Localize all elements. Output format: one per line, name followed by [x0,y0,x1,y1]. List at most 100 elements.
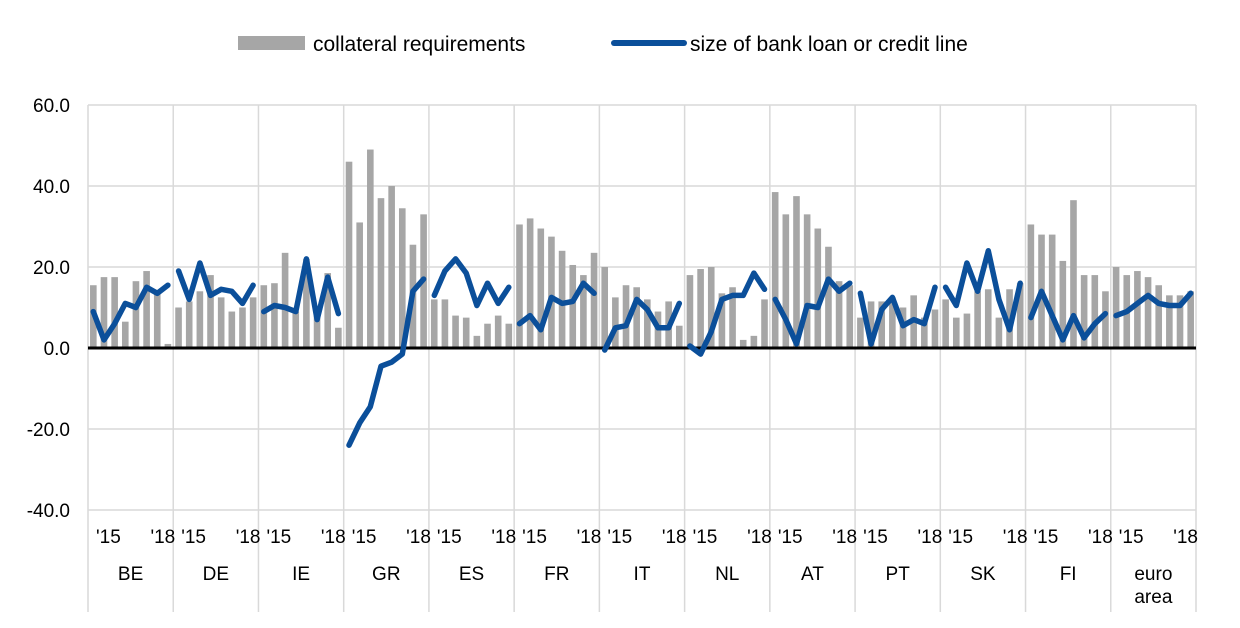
bar [580,275,587,348]
bar [697,269,704,348]
x-tick-label-end: '18 [662,527,687,548]
bar [1166,295,1173,348]
country-label: area [1134,587,1172,608]
x-tick-label-end: '18 [577,527,602,548]
x-tick-label-end: '18 [321,527,346,548]
bar [1176,295,1184,348]
bar [633,287,640,348]
bar [271,283,278,348]
country-label: NL [715,564,739,585]
bar [558,250,566,348]
bar [313,315,321,348]
country-label: BE [118,564,143,585]
line-segment [857,284,938,347]
bar [1112,267,1120,348]
y-tick-label: -20.0 [27,420,70,441]
bar [196,291,204,348]
x-tick-label-start: '15 [948,527,973,548]
bar [335,327,342,348]
line-segment [942,248,1023,333]
bar [505,323,513,348]
bar [377,198,385,348]
bar [153,293,161,348]
country-label: euro [1134,564,1172,585]
bar [889,297,896,348]
legend-label-bars: collateral requirements [313,33,525,56]
x-tick-label-end: '18 [1173,527,1198,548]
x-tick-label-end: '18 [406,527,431,548]
country-label: GR [372,564,401,585]
bar [942,299,949,348]
y-tick-label: 0.0 [44,339,70,360]
line-segment [1028,288,1109,343]
bar [739,339,747,348]
bar [249,297,257,348]
bar [494,315,502,348]
legend-label-line: size of bank loan or credit line [690,33,968,56]
bar [814,228,822,348]
bar [1048,234,1056,348]
x-tick-label-end: '18 [747,527,772,548]
line-segment [175,260,256,307]
bar [718,293,726,348]
line-segment [261,256,342,323]
line-segment [601,296,683,353]
bar [803,214,811,348]
bar [228,311,236,348]
bar [175,307,182,348]
line-segment [90,282,171,343]
line-segment [1113,290,1194,319]
bar [1070,200,1077,348]
x-tick-label-start: '15 [607,527,632,548]
bar [281,252,289,348]
bar [974,291,981,348]
bar [111,277,118,348]
x-tick-label-start: '15 [181,527,206,548]
country-label: FR [544,564,569,585]
bar [952,317,960,348]
bar [367,149,374,348]
bar [1187,291,1194,348]
bar [793,196,800,348]
bar [356,222,363,348]
bar [100,277,108,348]
bar [121,321,129,348]
x-tick-label-end: '18 [491,527,516,548]
bar [207,275,214,348]
country-label: ES [459,564,484,585]
bar [857,317,864,348]
bar [239,307,246,348]
bar [1059,260,1067,348]
bar [484,323,491,348]
bar [548,236,555,348]
bar [473,335,481,348]
bar [931,309,939,348]
x-tick-label-start: '15 [522,527,547,548]
bar [1134,271,1141,348]
x-tick-label-start: '15 [96,527,121,548]
bar [761,299,768,348]
line-segment [687,270,768,357]
bar [878,301,886,348]
bar [260,285,268,348]
bar [430,299,438,348]
bar [729,287,736,348]
y-axis-tick-labels: 60.0 40.0 20.0 0.0 -20.0 -40.0 [27,96,70,522]
bar [644,299,651,348]
x-tick-label-end: '18 [150,527,175,548]
bar [1155,285,1163,348]
bar [825,246,832,348]
bar [324,273,332,348]
bar [388,186,395,348]
group-separators [87,105,1197,612]
x-tick-label-start: '15 [778,527,803,548]
bar [1080,275,1088,348]
bar [398,208,406,348]
bar [526,218,534,348]
bar [686,275,694,348]
x-tick-label-end: '18 [918,527,943,548]
bar [835,281,843,348]
bar [164,343,172,348]
